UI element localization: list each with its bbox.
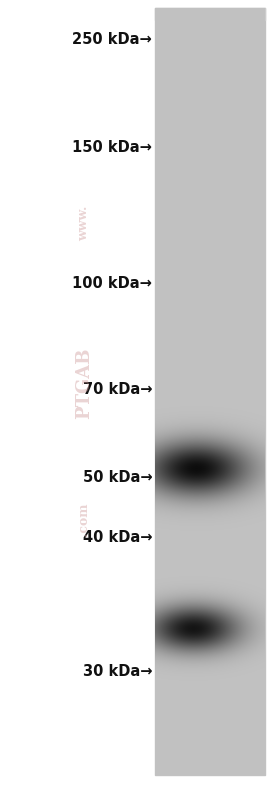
Text: 70 kDa→: 70 kDa→ [83, 383, 152, 397]
Bar [155, 8, 265, 20]
Text: 30 kDa→: 30 kDa→ [83, 665, 152, 679]
Text: 250 kDa→: 250 kDa→ [73, 33, 152, 47]
Text: 40 kDa→: 40 kDa→ [83, 530, 152, 544]
Text: 50 kDa→: 50 kDa→ [83, 471, 152, 486]
Text: 100 kDa→: 100 kDa→ [72, 276, 152, 292]
Text: PTGAB: PTGAB [75, 348, 93, 419]
Text: .com: .com [78, 503, 90, 536]
Bar [155, 8, 265, 775]
Text: 150 kDa→: 150 kDa→ [72, 141, 152, 156]
Text: www.: www. [78, 206, 90, 241]
